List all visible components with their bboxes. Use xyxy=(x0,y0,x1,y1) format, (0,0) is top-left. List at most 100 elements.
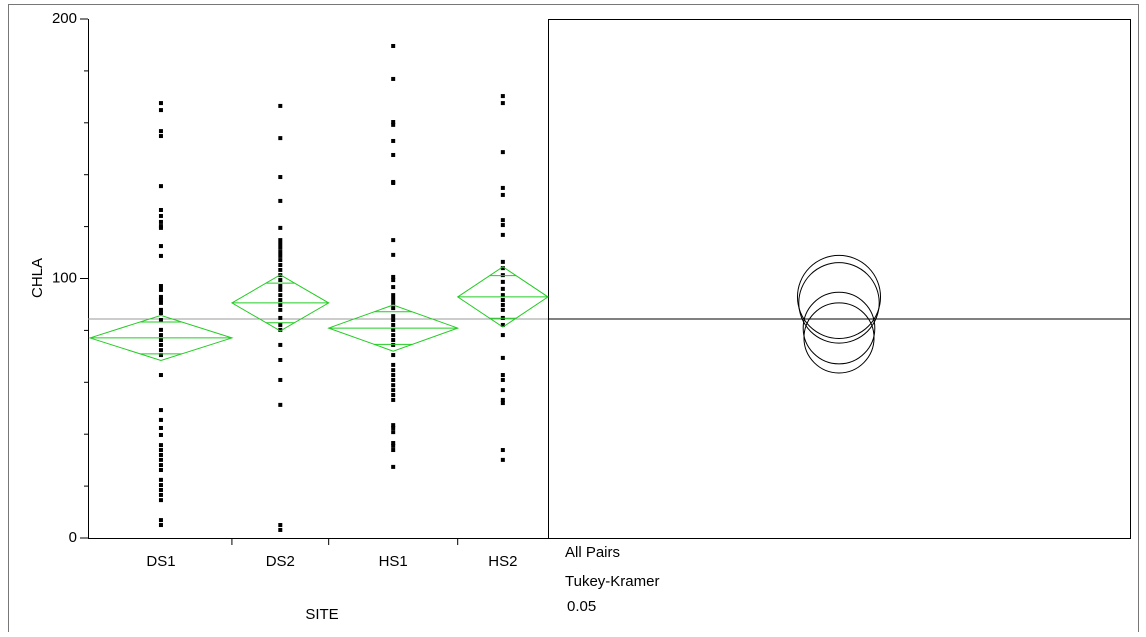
data-point xyxy=(391,393,396,398)
right-panel xyxy=(548,19,1131,539)
data-point xyxy=(500,223,505,228)
data-point xyxy=(158,432,163,437)
data-point xyxy=(391,306,396,311)
data-point xyxy=(278,175,283,180)
data-point xyxy=(278,342,283,347)
data-point xyxy=(158,353,163,358)
data-point xyxy=(391,120,396,125)
data-point xyxy=(158,342,163,347)
data-point xyxy=(158,318,163,323)
data-point xyxy=(500,401,505,406)
data-point xyxy=(391,76,396,81)
data-point xyxy=(391,318,396,323)
data-point xyxy=(278,377,283,382)
data-point xyxy=(391,377,396,382)
data-point xyxy=(500,279,505,284)
data-point xyxy=(391,464,396,469)
data-point xyxy=(158,468,163,473)
data-point xyxy=(278,302,283,307)
data-point xyxy=(158,287,163,292)
data-point xyxy=(500,150,505,155)
data-point xyxy=(158,408,163,413)
data-point xyxy=(278,103,283,108)
comparison-circle xyxy=(798,262,880,344)
data-point xyxy=(158,498,163,503)
frame xyxy=(8,4,1139,637)
data-point xyxy=(158,184,163,189)
data-point xyxy=(391,238,396,243)
data-point xyxy=(158,487,163,492)
data-point xyxy=(500,457,505,462)
data-point xyxy=(500,307,505,312)
data-point xyxy=(500,232,505,237)
data-point xyxy=(158,483,163,488)
data-point xyxy=(158,225,163,230)
data-point xyxy=(391,397,396,402)
data-point xyxy=(278,298,283,303)
data-point xyxy=(158,457,163,462)
data-point xyxy=(500,333,505,338)
data-point xyxy=(500,259,505,264)
data-point xyxy=(278,402,283,407)
data-point xyxy=(500,192,505,197)
data-point xyxy=(158,294,163,299)
data-point xyxy=(391,300,396,305)
x-axis-label: SITE xyxy=(305,606,338,623)
data-point xyxy=(278,198,283,203)
comparison-label: All Pairs xyxy=(565,544,620,561)
data-point xyxy=(500,322,505,327)
data-point xyxy=(391,327,396,332)
y-tick-label: 200 xyxy=(52,10,77,27)
data-point xyxy=(158,373,163,378)
data-point xyxy=(391,293,396,298)
data-point xyxy=(158,523,163,528)
data-point xyxy=(158,253,163,258)
data-point xyxy=(158,518,163,523)
data-point xyxy=(278,258,283,263)
data-point xyxy=(158,244,163,249)
data-point xyxy=(500,302,505,307)
data-point xyxy=(158,452,163,457)
data-point xyxy=(391,338,396,343)
data-point xyxy=(391,368,396,373)
y-tick-label: 100 xyxy=(52,269,77,286)
data-point xyxy=(158,417,163,422)
data-point xyxy=(278,322,283,327)
data-point xyxy=(158,327,163,332)
data-point xyxy=(158,307,163,312)
data-point xyxy=(391,285,396,290)
data-point xyxy=(500,218,505,223)
data-point xyxy=(500,355,505,360)
data-point xyxy=(391,441,396,446)
data-point xyxy=(391,138,396,143)
data-point xyxy=(278,225,283,230)
data-point xyxy=(158,284,163,289)
data-point xyxy=(158,448,163,453)
data-point xyxy=(391,122,396,127)
comparison-circle xyxy=(803,302,875,374)
data-point xyxy=(278,263,283,268)
data-point xyxy=(158,207,163,212)
alpha-label: 0.05 xyxy=(567,598,596,615)
data-point xyxy=(500,293,505,298)
data-point xyxy=(158,129,163,134)
data-point xyxy=(158,108,163,113)
data-point xyxy=(158,311,163,316)
data-point xyxy=(158,348,163,353)
data-point xyxy=(500,185,505,190)
comparison-circle xyxy=(802,291,876,365)
data-point xyxy=(278,136,283,141)
data-point xyxy=(278,245,283,250)
data-point xyxy=(500,448,505,453)
data-point xyxy=(391,430,396,435)
data-point xyxy=(391,353,396,358)
comparison-circle xyxy=(796,254,882,339)
x-tick-label: DS2 xyxy=(266,553,295,570)
data-point xyxy=(500,286,505,291)
data-point xyxy=(158,213,163,218)
comparison-label: Tukey-Kramer xyxy=(565,573,659,590)
data-point xyxy=(278,250,283,255)
data-point xyxy=(278,357,283,362)
x-tick-label: DS1 xyxy=(146,553,175,570)
data-point xyxy=(500,298,505,303)
